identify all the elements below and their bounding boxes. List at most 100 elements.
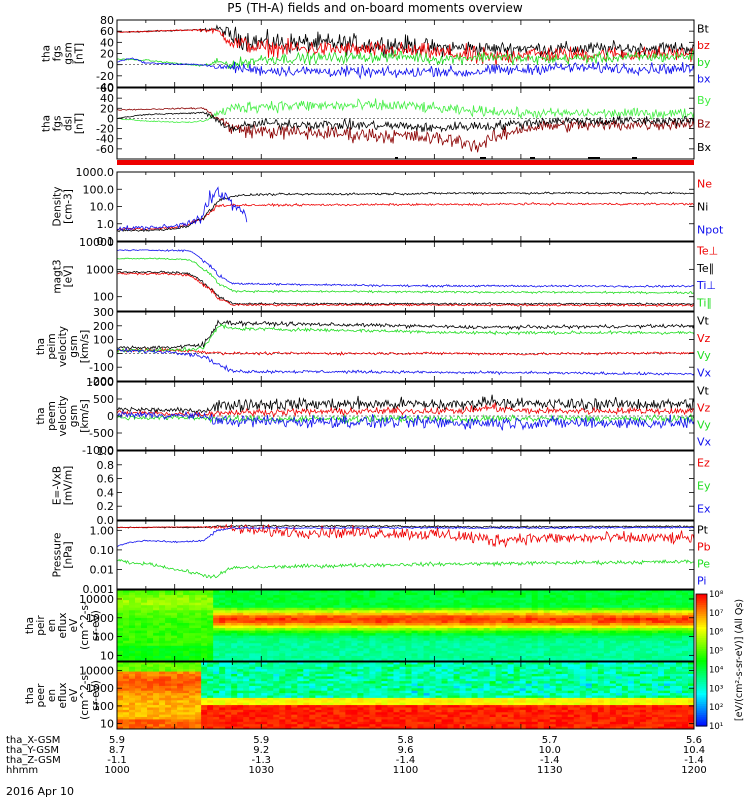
legend-peim_velocity-Vy: Vy bbox=[697, 349, 711, 362]
legend-peim_velocity-Vt: Vt bbox=[697, 315, 710, 328]
peem_velocity-series bbox=[117, 395, 694, 431]
y-tick-label: 0.6 bbox=[97, 473, 115, 486]
fgs_gsm-series bbox=[117, 26, 694, 78]
series-temperature-Te⊥ bbox=[117, 273, 694, 307]
panel-fgs_gsm: 806040200-20-40thafgsgsm[nT]Btbzbybx bbox=[41, 14, 711, 94]
legend-peem_velocity-Vt: Vt bbox=[697, 385, 710, 398]
panel-temperature: 100001000100magt3[eV]Te⊥Te∥Ti⊥Ti∥ bbox=[52, 236, 719, 311]
flag-mark bbox=[395, 157, 398, 159]
legend-peem_velocity-Vz: Vz bbox=[697, 402, 711, 415]
y-tick-label: 0.8 bbox=[97, 459, 115, 472]
legend-efield-Ex: Ex bbox=[697, 503, 711, 516]
legend-fgs_dsl-Bz: Bz bbox=[697, 118, 711, 131]
ylabel-line: sr-eV) bbox=[90, 680, 102, 711]
peim_velocity-ylabel: thapeimvelocitygsm[km/s] bbox=[35, 326, 91, 367]
series-density-Npot bbox=[117, 188, 247, 231]
temperature-frame bbox=[117, 242, 694, 311]
ylabel-line: [km/s] bbox=[79, 330, 91, 364]
series-temperature-Ti⊥ bbox=[117, 250, 694, 288]
y-tick-label: 10 bbox=[100, 649, 114, 662]
series-peem_velocity-Vx bbox=[117, 412, 694, 431]
panel-fgs_dsl: 6040200-20-40-60thafgsdsl[nT]ByBzBx bbox=[41, 82, 712, 159]
colorbar: 10⁸10⁷10⁶10⁵10⁴10³10²10¹[eV/(cm²-s-sr-eV… bbox=[696, 590, 745, 732]
figure-title: P5 (TH-A) fields and on-board moments ov… bbox=[227, 1, 523, 15]
series-fgs_dsl-By bbox=[117, 98, 694, 122]
orbit-value: 1130 bbox=[537, 765, 562, 776]
series-pressure-Pe bbox=[117, 560, 694, 579]
y-tick-label: 10000 bbox=[79, 236, 114, 249]
legend-density-Ne: Ne bbox=[697, 178, 712, 191]
legend-pressure-Pt: Pt bbox=[697, 524, 709, 537]
orbit-value: 1030 bbox=[249, 765, 274, 776]
peem_velocity-ylabel: thapeemvelocitygsm[km/s] bbox=[35, 395, 91, 436]
fgs_dsl-series bbox=[117, 98, 694, 152]
ylabel-line: [cm-3] bbox=[63, 189, 75, 224]
legend-temperature-Te⊥: Te⊥ bbox=[696, 245, 718, 258]
colorbar-tick-label: 10² bbox=[709, 703, 723, 713]
y-tick-label: 10 bbox=[100, 718, 114, 731]
peir_spec-heatmap bbox=[117, 590, 695, 662]
y-tick-label: 100.0 bbox=[83, 183, 115, 196]
y-tick-label: -60 bbox=[96, 143, 114, 156]
fgs_gsm-ylabel: thafgsgsm[nT] bbox=[41, 42, 86, 64]
legend-fgs_gsm-bz: bz bbox=[697, 39, 710, 52]
y-tick-label: -100 bbox=[89, 361, 114, 374]
legend-fgs_dsl-By: By bbox=[697, 94, 712, 107]
orbit-axis-labels: tha_X-GSM5.95.95.85.75.6tha_Y-GSM8.79.29… bbox=[6, 735, 707, 776]
legend-temperature-Te∥: Te∥ bbox=[696, 262, 714, 275]
y-tick-label: 500 bbox=[93, 393, 114, 406]
series-peim_velocity-Vy bbox=[117, 324, 694, 352]
colorbar-tick-label: 10⁶ bbox=[709, 628, 724, 638]
series-temperature-Ti∥ bbox=[117, 258, 694, 294]
flag-mark bbox=[588, 157, 600, 159]
legend-pressure-Pe: Pe bbox=[697, 558, 710, 571]
panel-density: 1000.0100.010.01.00.1Density[cm-3]NeNiNp… bbox=[52, 166, 724, 248]
legend-fgs_gsm-bx: bx bbox=[697, 73, 711, 86]
y-tick-label: 1.0 bbox=[97, 218, 115, 231]
temperature-ylabel: magt3[eV] bbox=[52, 259, 75, 293]
y-tick-label: 200 bbox=[93, 320, 114, 333]
colorbar-tick-label: 10⁸ bbox=[709, 590, 724, 600]
colorbar-tick-label: 10⁵ bbox=[709, 647, 723, 657]
panel-peir_spec: 10000100010010thapeirenefluxeV(cm^2-s-sr… bbox=[24, 590, 695, 662]
legend-peim_velocity-Vz: Vz bbox=[697, 332, 711, 345]
y-tick-label: 0 bbox=[107, 347, 114, 360]
y-tick-label: 300 bbox=[93, 306, 114, 319]
legend-temperature-Ti⊥: Ti⊥ bbox=[696, 279, 716, 292]
y-tick-label: 1000 bbox=[86, 376, 114, 389]
legend-peem_velocity-Vx: Vx bbox=[697, 436, 712, 449]
temperature-series bbox=[117, 250, 694, 307]
y-tick-label: 0 bbox=[107, 410, 114, 423]
efield-frame bbox=[117, 451, 694, 520]
series-fgs_dsl-Bx bbox=[117, 112, 694, 132]
legend-peim_velocity-Vx: Vx bbox=[697, 366, 712, 379]
panel-peer_spec: 10000100010010thapeerenefluxeV(cm^2-s-sr… bbox=[24, 662, 695, 731]
ylabel-line: [nPa] bbox=[63, 541, 75, 568]
legend-density-Npot: Npot bbox=[697, 224, 724, 237]
ylabel-line: [km/s] bbox=[79, 399, 91, 433]
ylabel-line: [nT] bbox=[74, 113, 86, 134]
pressure-series bbox=[117, 524, 694, 578]
efield-ylabel: E=-VxB[mV/m] bbox=[52, 466, 75, 505]
ylabel-line: [nT] bbox=[74, 43, 86, 64]
y-tick-label: -500 bbox=[89, 427, 114, 440]
legend-fgs_gsm-Bt: Bt bbox=[697, 22, 710, 35]
series-fgs_gsm-bz bbox=[117, 28, 694, 66]
legend-efield-Ez: Ez bbox=[697, 457, 710, 470]
series-peim_velocity-Vt bbox=[117, 321, 694, 350]
series-temperature-Te∥ bbox=[117, 271, 694, 305]
orbit-value: 1100 bbox=[393, 765, 418, 776]
y-tick-label: 100 bbox=[93, 334, 114, 347]
y-tick-label: 10.0 bbox=[90, 201, 115, 214]
orbit-row-label: hhmm bbox=[6, 765, 38, 776]
flag-mark bbox=[480, 157, 486, 159]
series-fgs_gsm-bx bbox=[117, 58, 694, 78]
state-bar bbox=[117, 160, 694, 165]
series-peim_velocity-Vz bbox=[117, 348, 694, 355]
legend-fgs_gsm-by: by bbox=[697, 56, 711, 69]
y-tick-label: 0.01 bbox=[90, 563, 115, 576]
legend-efield-Ey: Ey bbox=[697, 480, 711, 493]
legend-density-Ni: Ni bbox=[697, 201, 708, 214]
panel-peem_velocity: 10005000-500-1000thapeemvelocitygsm[km/s… bbox=[35, 376, 712, 457]
